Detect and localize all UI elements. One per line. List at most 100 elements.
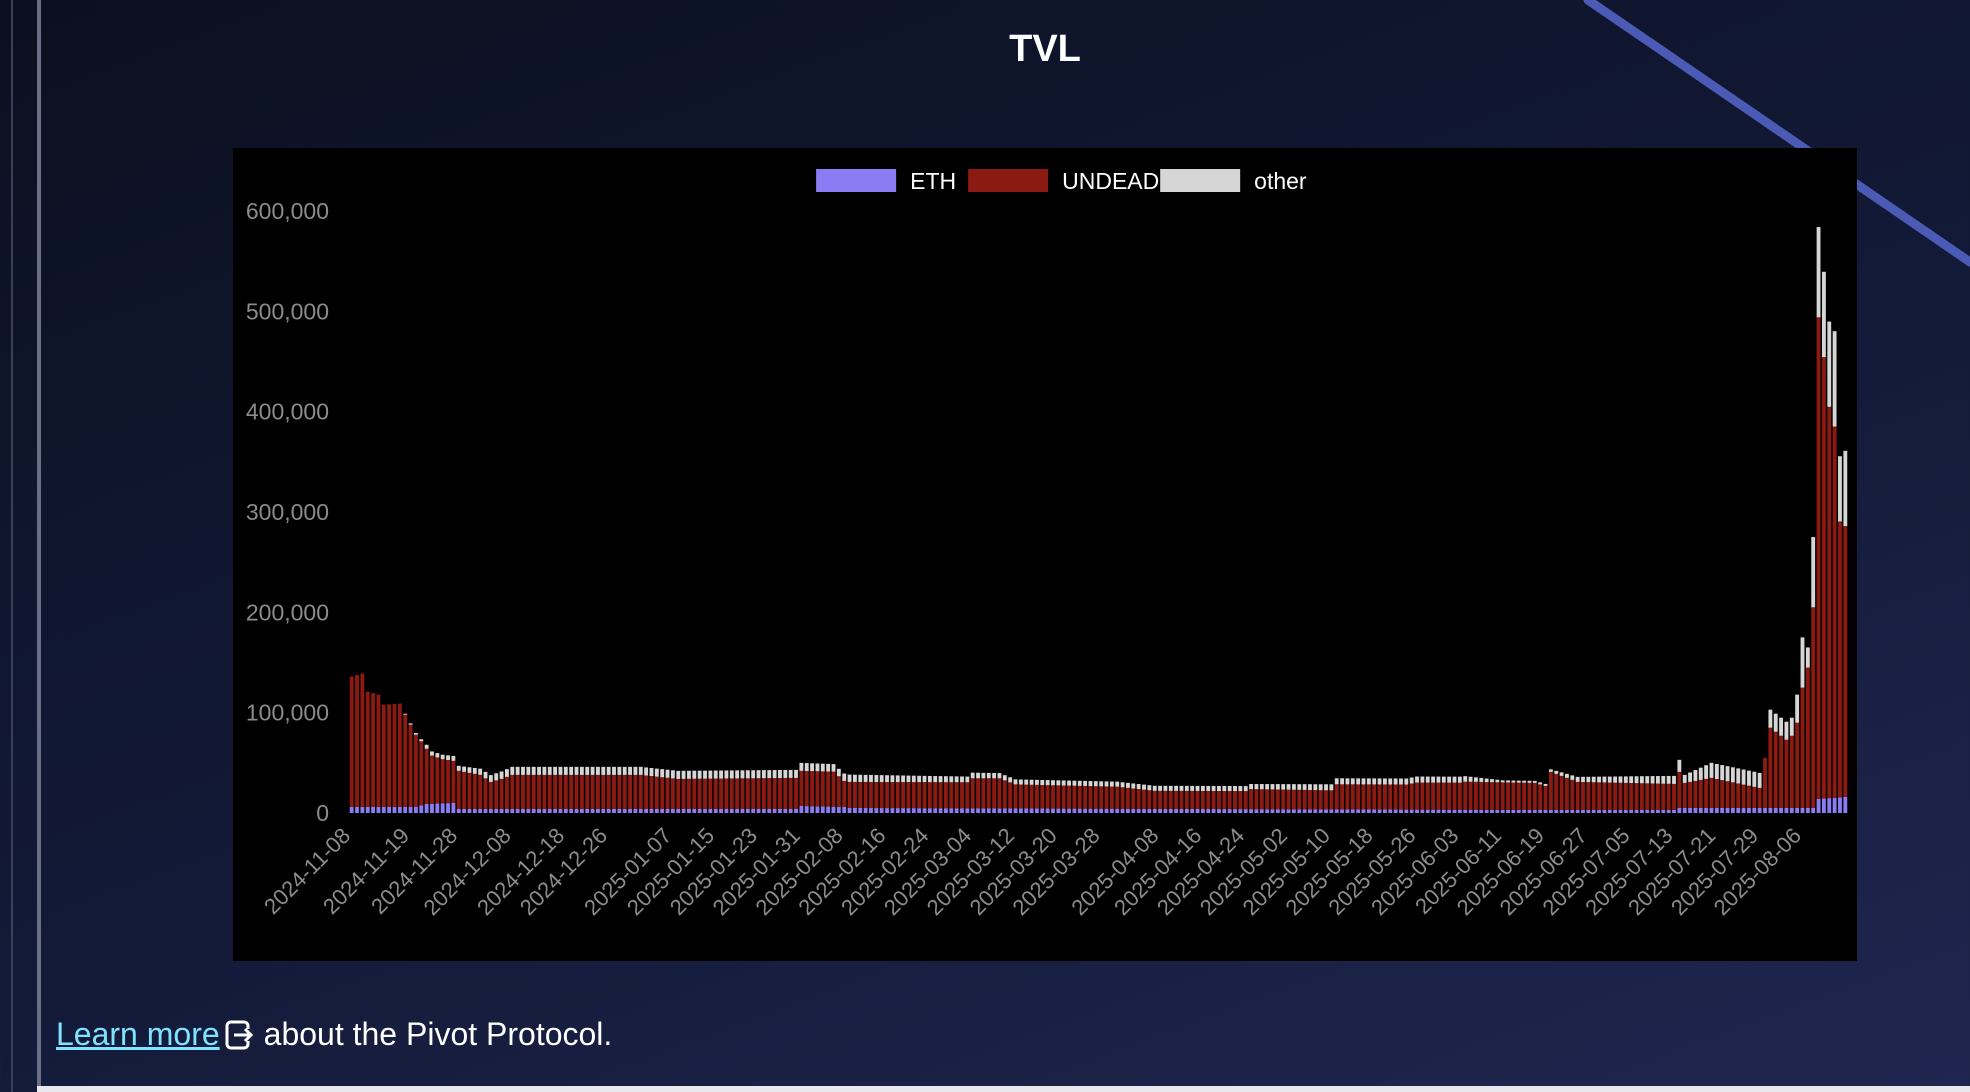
bar-other bbox=[628, 766, 632, 775]
bar-undead bbox=[392, 703, 397, 807]
bar-eth bbox=[1409, 809, 1414, 813]
bar-undead bbox=[1656, 783, 1660, 810]
bar-eth bbox=[654, 808, 659, 813]
bar-other bbox=[778, 769, 782, 779]
bar-other bbox=[1457, 776, 1462, 783]
bar-other bbox=[986, 772, 991, 779]
bar-other bbox=[1238, 786, 1243, 792]
bar-undead bbox=[852, 781, 857, 808]
bar-eth bbox=[1291, 809, 1296, 813]
bar-eth bbox=[1714, 807, 1719, 813]
bar-other bbox=[1275, 784, 1280, 790]
bar-other bbox=[703, 770, 707, 779]
left-border-thin bbox=[11, 0, 13, 1092]
bar-eth bbox=[601, 808, 606, 813]
bar-undead bbox=[788, 777, 793, 809]
bar-other bbox=[1142, 784, 1146, 790]
bar-other bbox=[408, 723, 413, 725]
bar-other bbox=[1639, 776, 1644, 784]
bar-other bbox=[799, 762, 804, 771]
bar-other bbox=[1318, 784, 1323, 791]
bar-eth bbox=[1763, 807, 1767, 813]
bar-undead bbox=[1002, 780, 1007, 809]
bar-eth bbox=[1811, 807, 1816, 813]
bar-eth bbox=[804, 806, 809, 813]
bar-eth bbox=[547, 808, 552, 813]
bar-other bbox=[901, 775, 906, 783]
bar-other bbox=[933, 776, 938, 783]
bar-undead bbox=[1570, 779, 1575, 810]
bar-undead bbox=[1211, 790, 1216, 810]
bar-eth bbox=[997, 808, 1002, 813]
bar-eth bbox=[1067, 808, 1071, 813]
legend-swatch-undead bbox=[968, 169, 1049, 192]
bar-eth bbox=[1613, 809, 1618, 813]
bar-eth bbox=[1821, 798, 1826, 813]
bar-undead bbox=[794, 777, 798, 809]
bar-other bbox=[606, 766, 611, 775]
bar-undead bbox=[387, 704, 392, 807]
bar-other bbox=[1591, 776, 1596, 783]
bar-other bbox=[1163, 785, 1168, 791]
bar-other bbox=[917, 775, 922, 783]
bar-eth bbox=[879, 808, 884, 813]
bar-other bbox=[826, 763, 831, 772]
bar-eth bbox=[847, 807, 852, 813]
bar-other bbox=[617, 766, 622, 775]
bar-other bbox=[1067, 780, 1071, 786]
bar-undead bbox=[842, 780, 847, 807]
bar-eth bbox=[408, 806, 413, 813]
bar-other bbox=[1281, 784, 1286, 790]
bar-eth bbox=[1190, 808, 1195, 813]
bar-eth bbox=[574, 808, 579, 813]
bar-undead bbox=[986, 778, 991, 809]
bar-eth bbox=[1532, 809, 1537, 813]
bar-undead bbox=[713, 778, 718, 809]
bar-other bbox=[1479, 777, 1484, 782]
bar-other bbox=[804, 763, 809, 771]
bar-undead bbox=[1350, 784, 1355, 810]
bar-other bbox=[938, 776, 943, 783]
bar-other bbox=[638, 766, 643, 775]
bar-eth bbox=[724, 808, 729, 813]
bar-eth bbox=[397, 806, 402, 813]
bar-eth bbox=[1484, 809, 1489, 813]
bar-undead bbox=[799, 770, 804, 806]
bar-other bbox=[1222, 786, 1227, 792]
bar-eth bbox=[1506, 809, 1510, 813]
bar-eth bbox=[424, 803, 429, 813]
bar-other bbox=[1688, 772, 1692, 782]
bar-eth bbox=[451, 802, 456, 813]
bar-other bbox=[927, 775, 932, 783]
bar-undead bbox=[467, 772, 472, 809]
bar-other bbox=[531, 766, 536, 775]
bar-other bbox=[735, 770, 740, 779]
bar-other bbox=[1329, 784, 1334, 791]
bar-other bbox=[842, 773, 847, 781]
bar-eth bbox=[1816, 798, 1821, 813]
bar-undead bbox=[1720, 780, 1725, 808]
bar-undead bbox=[820, 771, 825, 807]
bar-other bbox=[719, 770, 723, 779]
bar-eth bbox=[505, 808, 509, 813]
bar-eth bbox=[1382, 809, 1387, 813]
bar-undead bbox=[767, 778, 772, 809]
bar-other bbox=[456, 765, 461, 771]
bar-undead bbox=[756, 778, 761, 809]
bar-undead bbox=[1297, 789, 1302, 810]
bar-other bbox=[885, 775, 889, 783]
bar-other bbox=[1821, 271, 1826, 358]
bar-undead bbox=[901, 782, 906, 809]
bar-undead bbox=[772, 778, 777, 809]
bar-other bbox=[1377, 778, 1382, 785]
bar-other bbox=[869, 774, 873, 782]
learn-more-link[interactable]: Learn more bbox=[56, 1016, 220, 1052]
bar-eth bbox=[1495, 809, 1500, 813]
bar-eth bbox=[1088, 808, 1093, 813]
bar-eth bbox=[799, 805, 804, 813]
bar-eth bbox=[392, 806, 397, 813]
bar-undead bbox=[413, 734, 418, 807]
bar-eth bbox=[1243, 809, 1248, 813]
bar-other bbox=[1736, 768, 1741, 784]
bar-undead bbox=[1457, 782, 1462, 810]
